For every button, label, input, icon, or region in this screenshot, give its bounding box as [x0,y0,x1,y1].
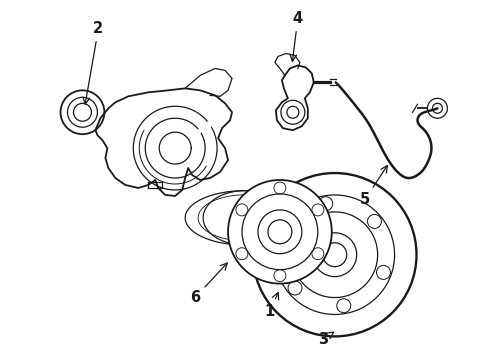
Circle shape [228,180,332,284]
Text: 3: 3 [318,332,334,347]
Text: 6: 6 [190,263,227,305]
Text: 5: 5 [360,166,387,207]
Text: 1: 1 [265,292,279,319]
Text: 2: 2 [83,21,103,104]
Text: 4: 4 [290,11,303,61]
